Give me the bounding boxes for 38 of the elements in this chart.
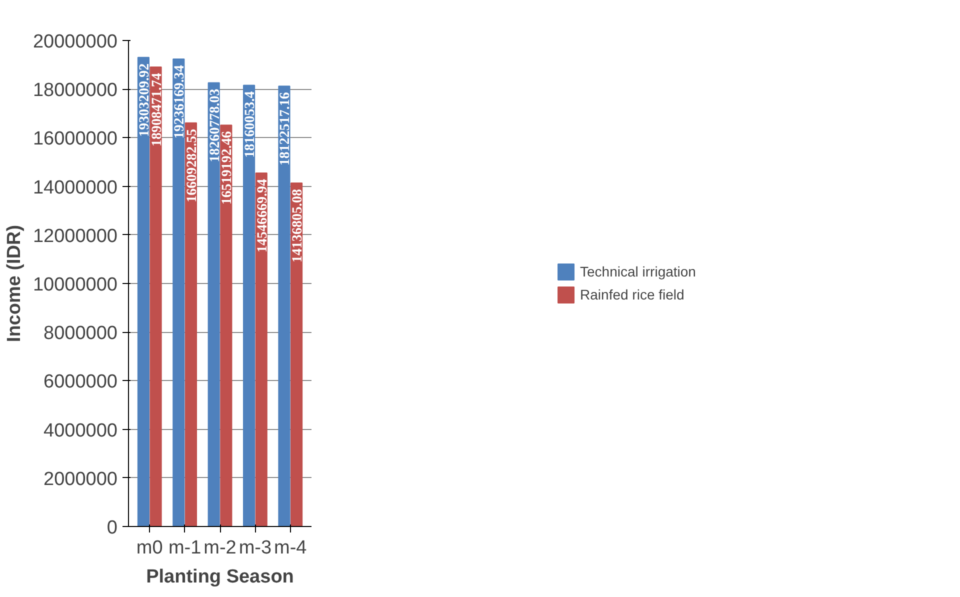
y-tick-label: 4000000 xyxy=(44,420,118,442)
data-label: 18908471.74 xyxy=(150,73,165,147)
data-label: 18260778.03 xyxy=(208,88,223,162)
x-tick-label: m-4 xyxy=(274,538,308,558)
x-tick-label: m-1 xyxy=(168,538,202,558)
bar xyxy=(220,124,232,526)
legend-label: Technical irrigation xyxy=(580,264,696,280)
legend-label: Rainfed rice field xyxy=(580,286,684,302)
data-label: 14546669.94 xyxy=(255,179,270,253)
y-tick-label: 0 xyxy=(106,518,118,538)
data-label: 19303209.92 xyxy=(137,63,152,137)
data-label: 14136805.08 xyxy=(290,188,306,262)
y-tick-label: 18000000 xyxy=(32,80,118,102)
y-tick-label: 16000000 xyxy=(32,128,118,150)
x-axis-title: Planting Season xyxy=(146,566,294,588)
y-tick-label: 12000000 xyxy=(32,226,118,247)
y-tick-label: 10000000 xyxy=(32,274,118,296)
bar xyxy=(172,58,185,526)
data-label: 18122517.16 xyxy=(278,92,294,166)
bar xyxy=(150,66,162,526)
data-label: 18160053.4 xyxy=(243,91,258,158)
y-tick-label: 14000000 xyxy=(32,177,118,198)
data-label: 16519192.46 xyxy=(220,131,236,205)
bar xyxy=(184,122,198,526)
y-tick-label: 20000000 xyxy=(32,32,118,52)
x-tick-label: m-2 xyxy=(204,538,236,558)
y-tick-label: 8000000 xyxy=(44,323,118,344)
y-axis-title: Income (IDR) xyxy=(4,224,25,342)
y-tick-label: 2000000 xyxy=(44,468,118,490)
x-tick-label: m-3 xyxy=(238,538,272,558)
bar xyxy=(255,172,268,526)
bar xyxy=(242,84,256,526)
bar xyxy=(208,82,220,526)
bar xyxy=(278,86,290,526)
bar xyxy=(137,56,150,526)
x-tick-label: m0 xyxy=(136,538,163,558)
y-tick-label: 6000000 xyxy=(44,372,118,393)
bar xyxy=(290,182,303,526)
